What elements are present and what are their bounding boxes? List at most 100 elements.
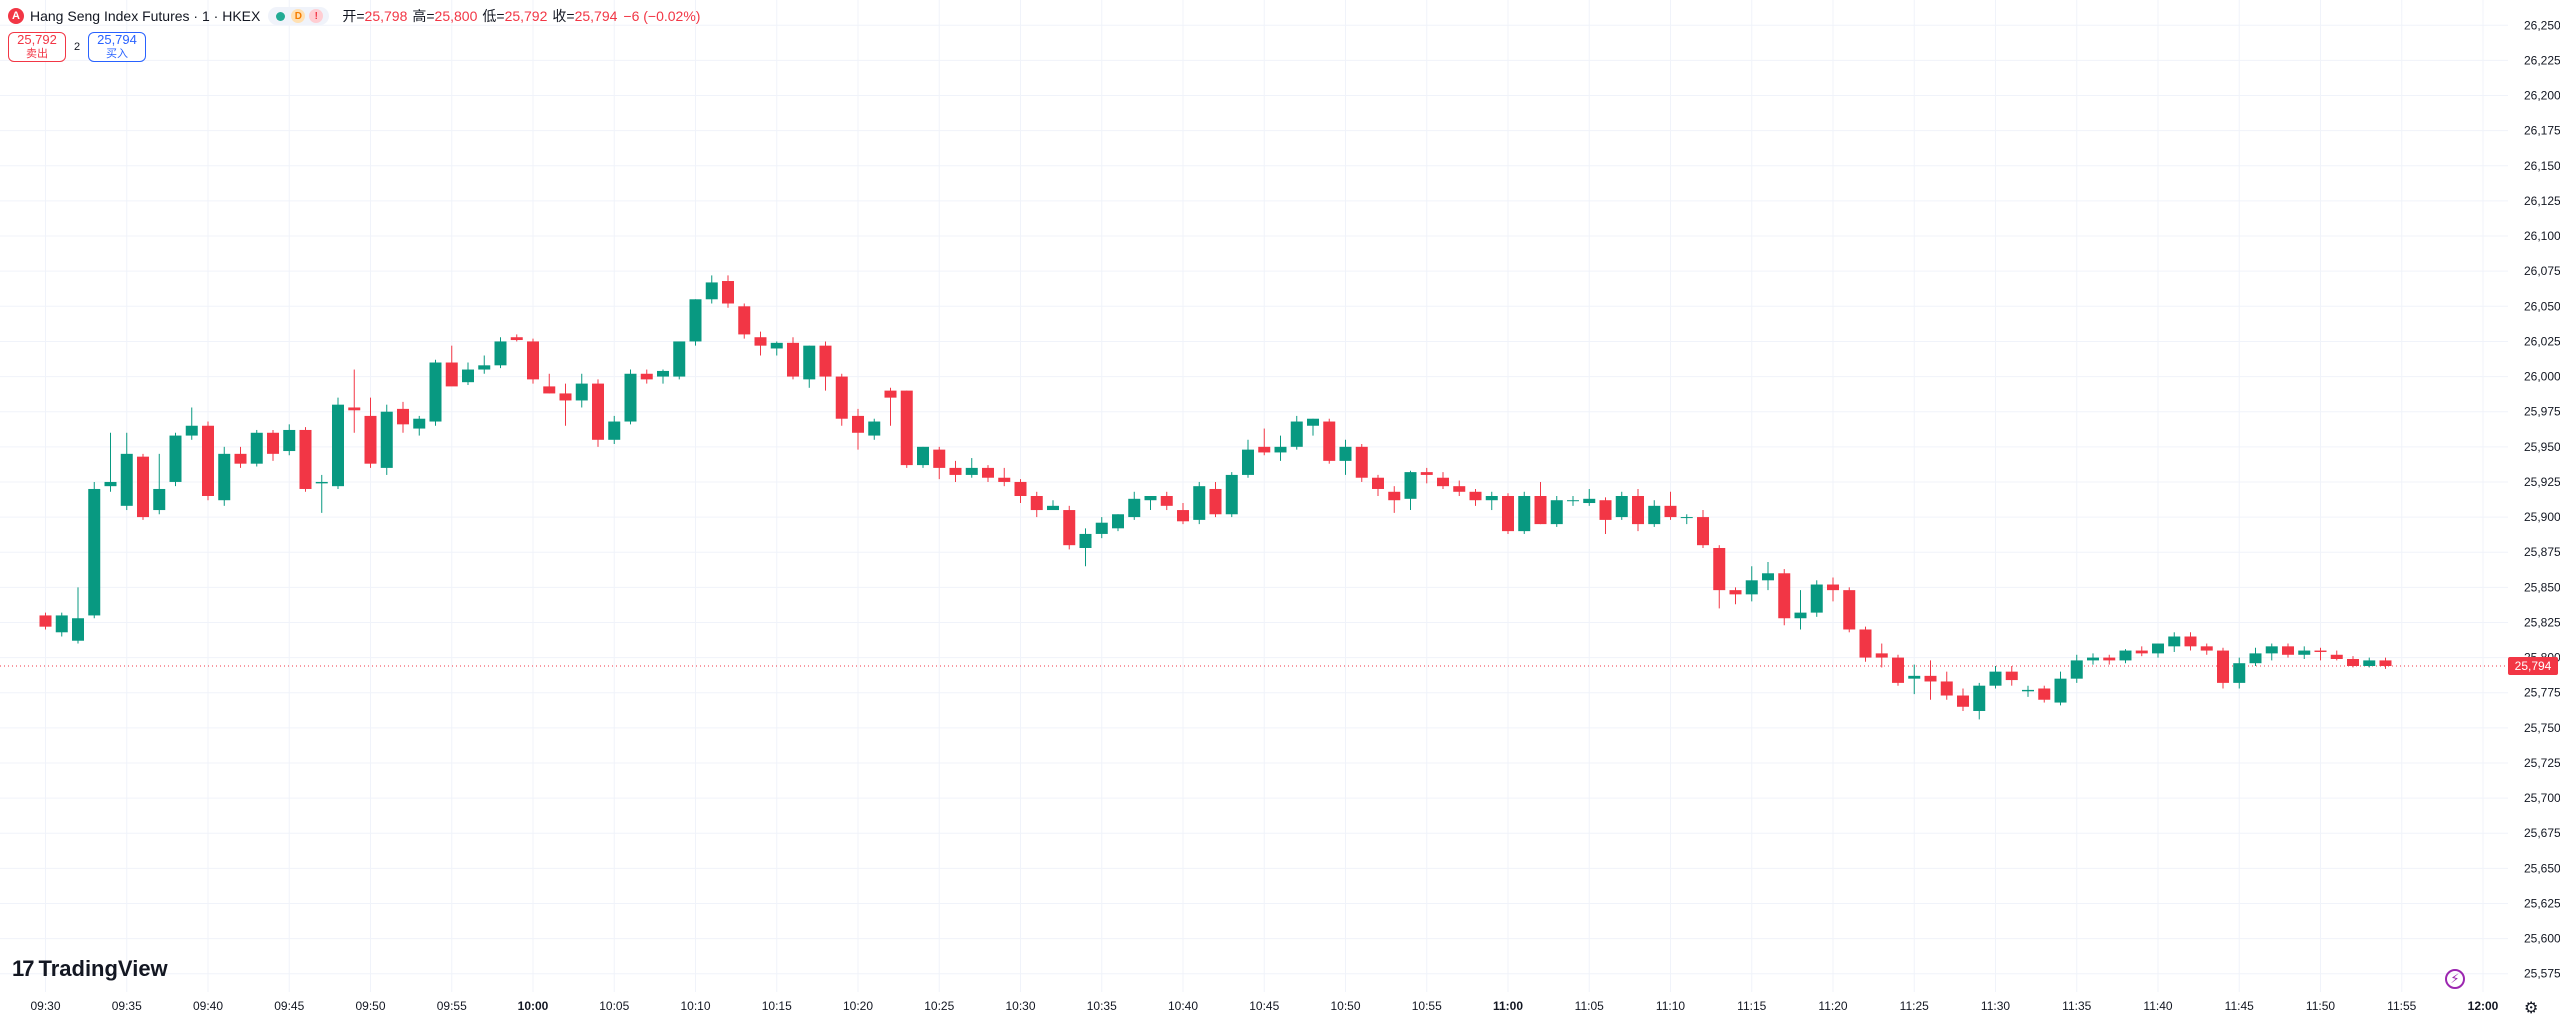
candle — [2249, 647, 2262, 667]
lightning-icon[interactable]: ⚡ — [2445, 969, 2465, 989]
candle — [868, 418, 881, 440]
candle — [2200, 643, 2213, 655]
candle — [2233, 657, 2246, 689]
candle — [250, 429, 263, 467]
candle — [1908, 664, 1921, 695]
buy-button[interactable]: 25,794 买入 — [88, 32, 146, 62]
y-tick-label: 25,650 — [2524, 861, 2560, 875]
y-tick-label: 26,200 — [2524, 89, 2560, 103]
y-tick-label: 26,175 — [2524, 124, 2560, 138]
candle — [1632, 488, 1644, 532]
buy-label: 买入 — [106, 48, 128, 60]
candle — [88, 481, 101, 619]
y-tick-label: 25,700 — [2524, 791, 2560, 805]
x-tick-label: 11:05 — [1575, 999, 1604, 1013]
candle — [283, 424, 296, 456]
y-tick-label: 25,725 — [2524, 756, 2560, 770]
candle — [445, 345, 458, 387]
y-tick-label: 26,125 — [2524, 194, 2560, 208]
candle — [1225, 472, 1238, 518]
candle — [965, 458, 978, 478]
candle — [1242, 439, 1254, 478]
candle — [1128, 491, 1141, 520]
y-tick-label: 26,250 — [2524, 18, 2560, 32]
x-tick-label: 11:00 — [1493, 999, 1523, 1013]
candle — [2184, 632, 2197, 651]
candle — [2217, 647, 2229, 689]
candle — [55, 612, 68, 637]
candle — [1583, 488, 1596, 506]
x-tick-label: 10:00 — [518, 999, 549, 1013]
candle — [39, 612, 52, 630]
time-axis[interactable]: 09:30 09:35 09:40 09:45 09:50 09:55 10:00 10:05… — [30, 999, 2498, 1013]
candle — [1095, 517, 1108, 539]
candle — [2363, 657, 2376, 668]
x-tick-label: 11:20 — [1818, 999, 1847, 1013]
candle — [852, 408, 864, 450]
last-price-label: 25,794 — [2508, 657, 2558, 676]
candle — [2265, 643, 2278, 661]
y-tick-label: 25,825 — [2524, 615, 2560, 629]
tradingview-logo[interactable]: 17 TradingView — [12, 956, 168, 982]
candle — [380, 404, 393, 475]
grid-lines — [0, 0, 2508, 992]
candle — [1924, 660, 1937, 700]
x-tick-label: 11:25 — [1900, 999, 1929, 1013]
candle — [657, 369, 669, 384]
x-tick-label: 10:50 — [1330, 999, 1360, 1013]
candle — [1518, 491, 1531, 534]
candle — [364, 397, 377, 468]
candle — [234, 446, 247, 468]
price-axis[interactable]: 25,575 25,600 25,625 25,650 25,675 25,700 25,7… — [2524, 18, 2560, 980]
candle — [510, 334, 523, 342]
candle — [1274, 435, 1287, 461]
last-price-text: 25,794 — [2515, 659, 2552, 673]
symbol-title[interactable]: Hang Seng Index Futures · 1 · HKEX — [30, 8, 261, 24]
status-pill[interactable]: D ! — [268, 7, 330, 25]
trade-buttons: 25,792 卖出 2 25,794 买入 — [8, 32, 146, 62]
candle — [608, 415, 621, 445]
candle — [1745, 566, 1758, 602]
candle — [332, 397, 344, 489]
candle — [1550, 496, 1563, 527]
y-tick-label: 25,950 — [2524, 440, 2560, 454]
x-tick-label: 09:40 — [193, 999, 223, 1013]
x-tick-label: 12:00 — [2468, 999, 2499, 1013]
candle — [2282, 643, 2294, 658]
candle — [624, 369, 637, 425]
y-tick-label: 26,050 — [2524, 299, 2560, 313]
candle — [917, 446, 929, 468]
candle — [1680, 514, 1693, 525]
x-tick-label: 10:45 — [1249, 999, 1279, 1013]
x-tick-label: 11:55 — [2387, 999, 2416, 1013]
candle — [592, 379, 604, 447]
candle — [2379, 657, 2392, 669]
candle — [705, 275, 718, 304]
candle — [2054, 671, 2067, 706]
candle — [2022, 685, 2034, 697]
sell-button[interactable]: 25,792 卖出 — [8, 32, 66, 62]
candle — [640, 369, 653, 384]
candle — [1258, 428, 1271, 456]
candle — [1437, 472, 1449, 489]
candle — [1355, 444, 1368, 482]
candle — [998, 467, 1011, 487]
candle — [884, 387, 897, 426]
market-open-icon — [276, 11, 286, 21]
candle — [1989, 666, 2002, 689]
candle — [494, 337, 507, 369]
gear-icon[interactable]: ⚙ — [2524, 1000, 2539, 1017]
x-tick-label: 09:35 — [112, 999, 142, 1013]
y-tick-label: 25,750 — [2524, 721, 2560, 735]
x-tick-label: 10:55 — [1412, 999, 1442, 1013]
candle — [1973, 682, 1986, 720]
candle — [835, 373, 848, 426]
candle — [153, 453, 166, 515]
candle — [1810, 580, 1823, 617]
candle — [803, 345, 816, 388]
candle — [1875, 643, 1888, 668]
candle — [754, 331, 767, 356]
candle — [1664, 491, 1677, 520]
close-value: 25,794 — [574, 8, 618, 24]
